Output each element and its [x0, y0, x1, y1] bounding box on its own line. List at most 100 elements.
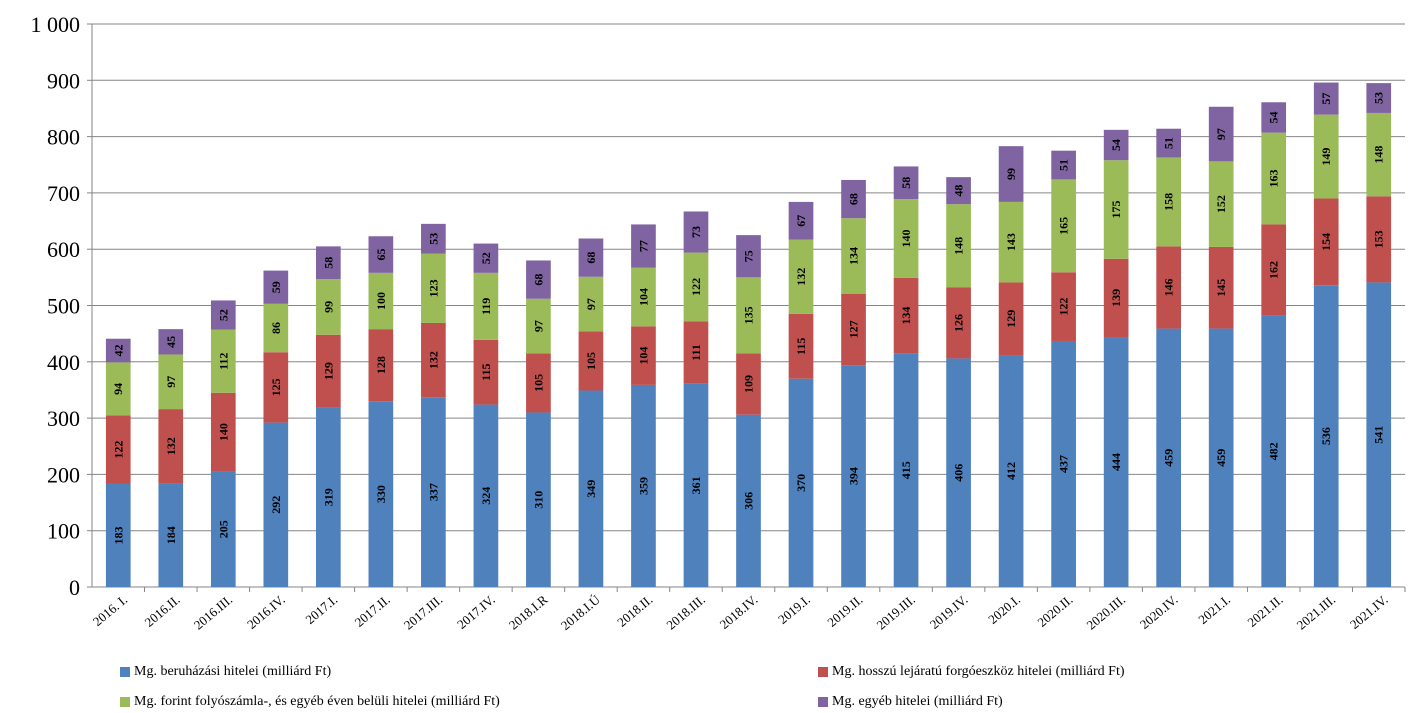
legend-swatch-green	[120, 697, 130, 707]
bar-segment	[946, 358, 971, 587]
bar-segment	[368, 236, 394, 273]
bar-segment	[210, 471, 236, 587]
bar-segment	[158, 329, 184, 355]
bar-segment	[158, 409, 184, 484]
bar-segment	[421, 223, 446, 254]
bar-segment	[1156, 128, 1182, 158]
data-label: 134	[899, 307, 913, 325]
bar-segment	[946, 287, 971, 359]
bar-segment	[1208, 161, 1234, 247]
bar-segment	[1156, 246, 1182, 329]
bar-segment	[841, 218, 866, 294]
x-tick-label: 2016.II.	[142, 592, 183, 630]
data-label: 104	[636, 288, 650, 306]
data-label: 99	[321, 301, 335, 313]
data-label: 52	[216, 309, 230, 321]
data-label: 65	[374, 249, 388, 261]
bar-segment	[1366, 112, 1392, 197]
bar-segment	[946, 204, 971, 288]
data-label: 406	[952, 464, 966, 482]
data-label: 54	[1267, 111, 1281, 123]
bar-segment	[473, 272, 499, 340]
data-label: 175	[1109, 201, 1123, 219]
bar-segment	[368, 401, 394, 587]
legend-item-series-2: Mg. hosszú lejáratú forgóeszköz hitelei …	[818, 664, 1125, 680]
bar-segment	[788, 239, 814, 314]
bar-segment	[158, 354, 184, 410]
legend-label-series-3: Mg. forint folyószámla-, és egyéb éven b…	[134, 694, 500, 709]
data-label: 123	[426, 279, 440, 297]
data-label: 152	[1214, 195, 1228, 213]
data-label: 183	[111, 526, 125, 544]
bar-segment	[631, 224, 656, 268]
legend-swatch-purple	[818, 697, 828, 707]
data-label: 412	[1004, 462, 1018, 480]
bar-segment	[158, 483, 184, 587]
data-label: 122	[111, 441, 125, 459]
bar-segment	[526, 412, 551, 587]
x-tick-label: 2018.II.	[614, 592, 655, 630]
data-label: 149	[1319, 148, 1333, 166]
data-label: 132	[426, 351, 440, 369]
data-label: 132	[164, 437, 178, 455]
bar-segment	[998, 355, 1024, 587]
bar-segment	[526, 298, 551, 354]
data-label: 97	[1214, 128, 1228, 140]
bar-segment	[1261, 102, 1287, 133]
bar-segment	[1313, 82, 1339, 115]
x-tick-label: 2016. I.	[90, 592, 130, 629]
data-label: 135	[742, 306, 756, 324]
data-label: 205	[216, 520, 230, 538]
y-tick-label: 200	[47, 462, 80, 487]
data-label: 105	[584, 352, 598, 370]
bar-segment	[736, 414, 761, 587]
bar-segment	[1366, 196, 1392, 283]
bar-segment	[736, 353, 761, 415]
bar-segment	[1208, 328, 1234, 587]
bar-segment	[1366, 282, 1392, 587]
data-label: 306	[742, 492, 756, 510]
data-label: 143	[1004, 233, 1018, 251]
bar-segment	[1103, 337, 1129, 587]
data-label: 541	[1372, 426, 1386, 444]
bar-segment	[1103, 129, 1129, 161]
x-tick-label: 2019.III.	[873, 592, 917, 633]
x-tick-label: 2020.I.	[985, 592, 1023, 627]
data-label: 54	[1109, 139, 1123, 151]
bar-segment	[578, 390, 604, 587]
data-label: 145	[1214, 279, 1228, 297]
data-label: 115	[794, 338, 808, 355]
bar-segment	[526, 260, 551, 299]
x-tick-label: 2016.IV.	[244, 592, 288, 632]
y-tick-label: 900	[47, 68, 80, 93]
stacked-bar-chart: 0 100 200 300 400 500 600 700 800 900 1 000 183 122 9…	[31, 12, 1406, 633]
bar-segment	[631, 326, 656, 385]
data-label: 158	[1162, 193, 1176, 211]
bar-segment	[1156, 157, 1182, 247]
bar-segment	[473, 339, 499, 405]
x-tick-label: 2019.IV.	[927, 592, 971, 632]
data-label: 319	[321, 488, 335, 506]
data-label: 97	[584, 298, 598, 310]
data-label: 115	[479, 364, 493, 381]
data-label: 119	[479, 298, 493, 315]
legend-label-series-4: Mg. egyéb hitelei (milliárd Ft)	[832, 694, 1003, 709]
bar-segment	[998, 201, 1024, 283]
data-label: 140	[899, 230, 913, 248]
data-label: 67	[794, 215, 808, 227]
y-tick-label: 700	[47, 181, 80, 206]
bar-segment	[1051, 340, 1076, 587]
data-label: 58	[899, 177, 913, 189]
data-label: 94	[111, 383, 125, 395]
bar-segment	[473, 404, 499, 587]
bar-segment	[841, 293, 866, 366]
bar-segment	[263, 270, 289, 304]
data-label: 86	[269, 322, 283, 334]
y-tick-label: 100	[47, 519, 80, 544]
bar-segment	[841, 179, 866, 219]
data-label: 109	[742, 375, 756, 393]
bar-segment	[683, 321, 709, 384]
x-tick-label: 2021.I.	[1195, 592, 1233, 627]
bar-segment	[736, 277, 761, 354]
legend-item-series-3: Mg. forint folyószámla-, és egyéb éven b…	[120, 694, 500, 710]
